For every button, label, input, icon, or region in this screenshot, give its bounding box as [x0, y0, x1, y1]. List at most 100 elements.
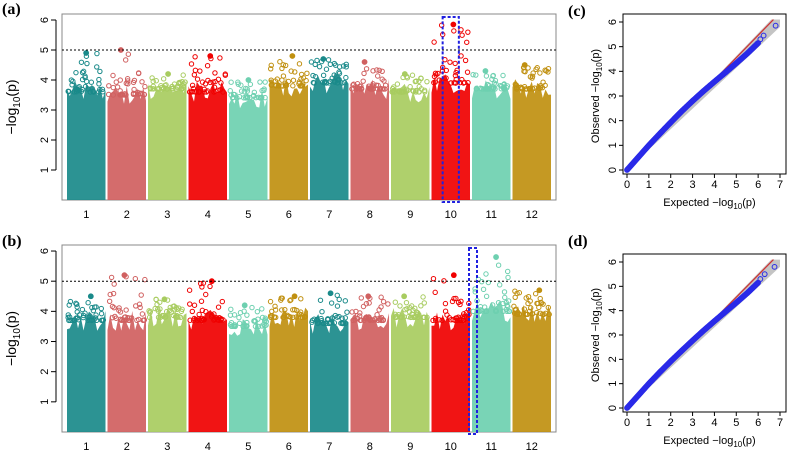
chromosome-band	[107, 311, 146, 432]
snp-point	[191, 315, 197, 322]
x-tick-label: 3	[690, 179, 696, 191]
x-tick-label-chr-5: 5	[245, 441, 251, 453]
snp-point	[310, 72, 316, 79]
snp-point	[238, 82, 244, 88]
x-tick-label: 0	[624, 417, 630, 429]
snp-point	[189, 88, 196, 95]
snp-point	[188, 61, 195, 67]
snp-point	[139, 79, 145, 85]
peak-snp-point	[83, 50, 90, 56]
y-tick-label: 3	[39, 338, 51, 344]
x-tick-label: 2	[668, 417, 674, 429]
y-tick-label: 6	[607, 259, 619, 265]
snp-point	[370, 83, 376, 89]
snp-point	[120, 317, 127, 324]
snp-point	[227, 88, 233, 94]
snp-point	[393, 314, 399, 320]
snp-point	[176, 79, 182, 86]
y-tick-label: 1	[39, 167, 51, 173]
snp-point	[94, 50, 100, 57]
snp-point	[367, 317, 373, 324]
x-tick-label-chr-10: 10	[445, 209, 457, 221]
snp-point	[232, 322, 238, 328]
snp-point	[470, 71, 476, 78]
snp-point	[140, 317, 147, 323]
snp-point	[107, 291, 113, 298]
chromosome-7-points	[308, 56, 349, 200]
x-tick-label-chr-2: 2	[124, 441, 130, 453]
snp-point	[190, 85, 197, 92]
snp-point	[197, 68, 203, 74]
snp-point	[209, 312, 215, 318]
snp-point	[464, 39, 470, 45]
snp-point	[110, 72, 116, 79]
snp-point	[207, 79, 213, 86]
snp-point	[319, 309, 325, 315]
snp-point	[485, 279, 492, 286]
snp-point	[217, 55, 223, 61]
snp-point	[66, 317, 72, 324]
y-tick-label: 3	[607, 93, 619, 99]
snp-point	[451, 28, 457, 34]
snp-point	[244, 312, 250, 318]
snp-point	[277, 58, 283, 65]
x-tick-label-chr-9: 9	[407, 209, 413, 221]
chromosome-band	[229, 89, 268, 200]
qq-point	[761, 271, 768, 278]
snp-point	[513, 82, 520, 88]
snp-point	[65, 88, 71, 94]
snp-point	[236, 314, 242, 321]
snp-point	[123, 307, 129, 313]
y-tick-label: 1	[607, 381, 619, 387]
snp-point	[257, 79, 263, 85]
peak-snp-point	[327, 290, 334, 297]
snp-point	[191, 89, 198, 95]
snp-point	[180, 72, 186, 78]
snp-point	[288, 68, 294, 74]
snp-point	[272, 78, 279, 84]
snp-point	[255, 323, 262, 330]
snp-point	[492, 77, 499, 84]
snp-point	[282, 306, 288, 313]
x-tick-label-chr-8: 8	[367, 441, 373, 453]
snp-point	[261, 321, 267, 328]
x-tick-label-chr-12: 12	[526, 209, 538, 221]
snp-point	[108, 274, 115, 281]
snp-point	[534, 309, 540, 316]
snp-point	[378, 294, 384, 300]
chromosome-4-points	[186, 278, 227, 432]
snp-point	[489, 86, 495, 92]
snp-point	[504, 268, 511, 275]
snp-point	[174, 84, 181, 91]
qq-point	[757, 276, 764, 282]
chromosome-band	[391, 308, 430, 432]
y-tick-label: 6	[607, 19, 619, 25]
snp-point	[198, 280, 204, 287]
snp-point	[436, 317, 442, 323]
snp-point	[534, 65, 540, 71]
snp-point	[431, 39, 437, 45]
snp-point	[376, 67, 382, 74]
snp-point	[109, 314, 116, 321]
x-tick-label: 3	[690, 417, 696, 429]
snp-point	[436, 77, 443, 83]
x-tick-label-chr-8: 8	[367, 209, 373, 221]
chromosome-2-points	[106, 47, 148, 200]
snp-point	[318, 315, 324, 322]
snp-point	[327, 78, 333, 84]
x-tick-label: 1	[646, 179, 652, 191]
peak-snp-point	[291, 293, 298, 300]
snp-point	[390, 85, 396, 92]
chromosome-band	[188, 81, 227, 200]
chromosome-band	[67, 310, 106, 432]
chromosome-4-points	[186, 53, 229, 200]
snp-point	[142, 276, 148, 283]
snp-point	[268, 62, 274, 68]
x-tick-label-chr-6: 6	[286, 209, 292, 221]
snp-point	[374, 73, 381, 79]
snp-point	[536, 304, 542, 311]
snp-point	[100, 89, 106, 95]
x-tick-label-chr-9: 9	[407, 441, 413, 453]
chromosome-11-points	[470, 68, 511, 200]
